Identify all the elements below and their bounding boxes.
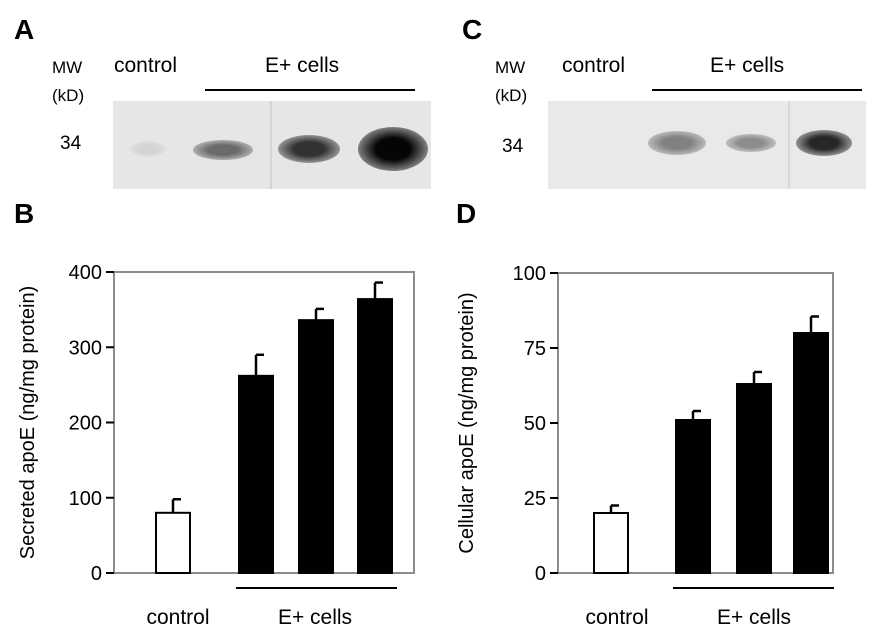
mw-label-c: MW	[495, 58, 526, 77]
bar	[298, 319, 334, 574]
blot-control-label-c: control	[562, 54, 626, 77]
x-category-label-group: E+ cells	[278, 606, 352, 629]
blot-band-c	[796, 130, 852, 156]
blot-control-label-a: control	[114, 54, 178, 77]
panel-letter-d: D	[456, 198, 477, 229]
y-axis-label: Secreted apoE (ng/mg protein)	[17, 286, 39, 560]
bar	[155, 511, 191, 574]
bar	[675, 419, 711, 574]
blot-lane-separator-c	[788, 101, 790, 189]
bar	[793, 332, 829, 574]
band-kd-label-c: 34	[502, 136, 524, 157]
y-tick-label: 400	[69, 262, 102, 284]
y-tick-label: 0	[535, 563, 546, 585]
y-tick-label: 0	[91, 563, 102, 585]
blot-group-label-c: E+ cells	[710, 54, 785, 77]
y-tick-label: 75	[524, 338, 546, 360]
blot-group-line-a	[205, 89, 415, 91]
mw-label-a: MW	[52, 58, 83, 77]
panel-letter-a: A	[14, 14, 35, 45]
band-kd-label-a: 34	[60, 133, 82, 154]
bar-chart-d: 0 25 50 75 100 Cellular apoE (ng/mg protein) c…	[456, 263, 834, 629]
x-category-label-control: control	[585, 606, 648, 629]
blot-band-c	[648, 131, 706, 155]
blot-band-a	[358, 127, 428, 171]
bar	[357, 298, 393, 574]
y-tick-label: 300	[69, 337, 102, 359]
bar	[238, 374, 274, 574]
panel-letter-b: B	[14, 198, 35, 229]
y-tick-label: 25	[524, 488, 546, 510]
y-tick-label: 100	[69, 488, 102, 510]
kd-unit-label-c: (kD)	[495, 86, 528, 105]
blot-band-a	[131, 141, 165, 157]
y-tick-label: 50	[524, 413, 546, 435]
y-tick-label: 200	[69, 413, 102, 435]
x-category-label-group: E+ cells	[717, 606, 791, 629]
blot-band-c	[726, 134, 776, 152]
blot-group-line-c	[652, 89, 862, 91]
x-category-label-control: control	[146, 606, 209, 629]
blot-band-a	[193, 140, 253, 160]
western-blot-c	[548, 101, 866, 189]
bar	[593, 512, 629, 574]
western-blot-a	[113, 101, 431, 189]
bar	[736, 383, 772, 574]
panel-letter-c: C	[462, 14, 483, 45]
blot-group-label-a: E+ cells	[265, 54, 340, 77]
kd-unit-label-a: (kD)	[52, 86, 85, 105]
bar-chart-b: 0 100 200 300 400 Secreted apoE (ng/mg protei…	[17, 262, 415, 629]
blot-lane-separator-a	[270, 101, 272, 189]
blot-band-a	[278, 135, 340, 163]
y-axis-label: Cellular apoE (ng/mg protein)	[456, 292, 478, 553]
y-tick-label: 100	[513, 263, 546, 285]
